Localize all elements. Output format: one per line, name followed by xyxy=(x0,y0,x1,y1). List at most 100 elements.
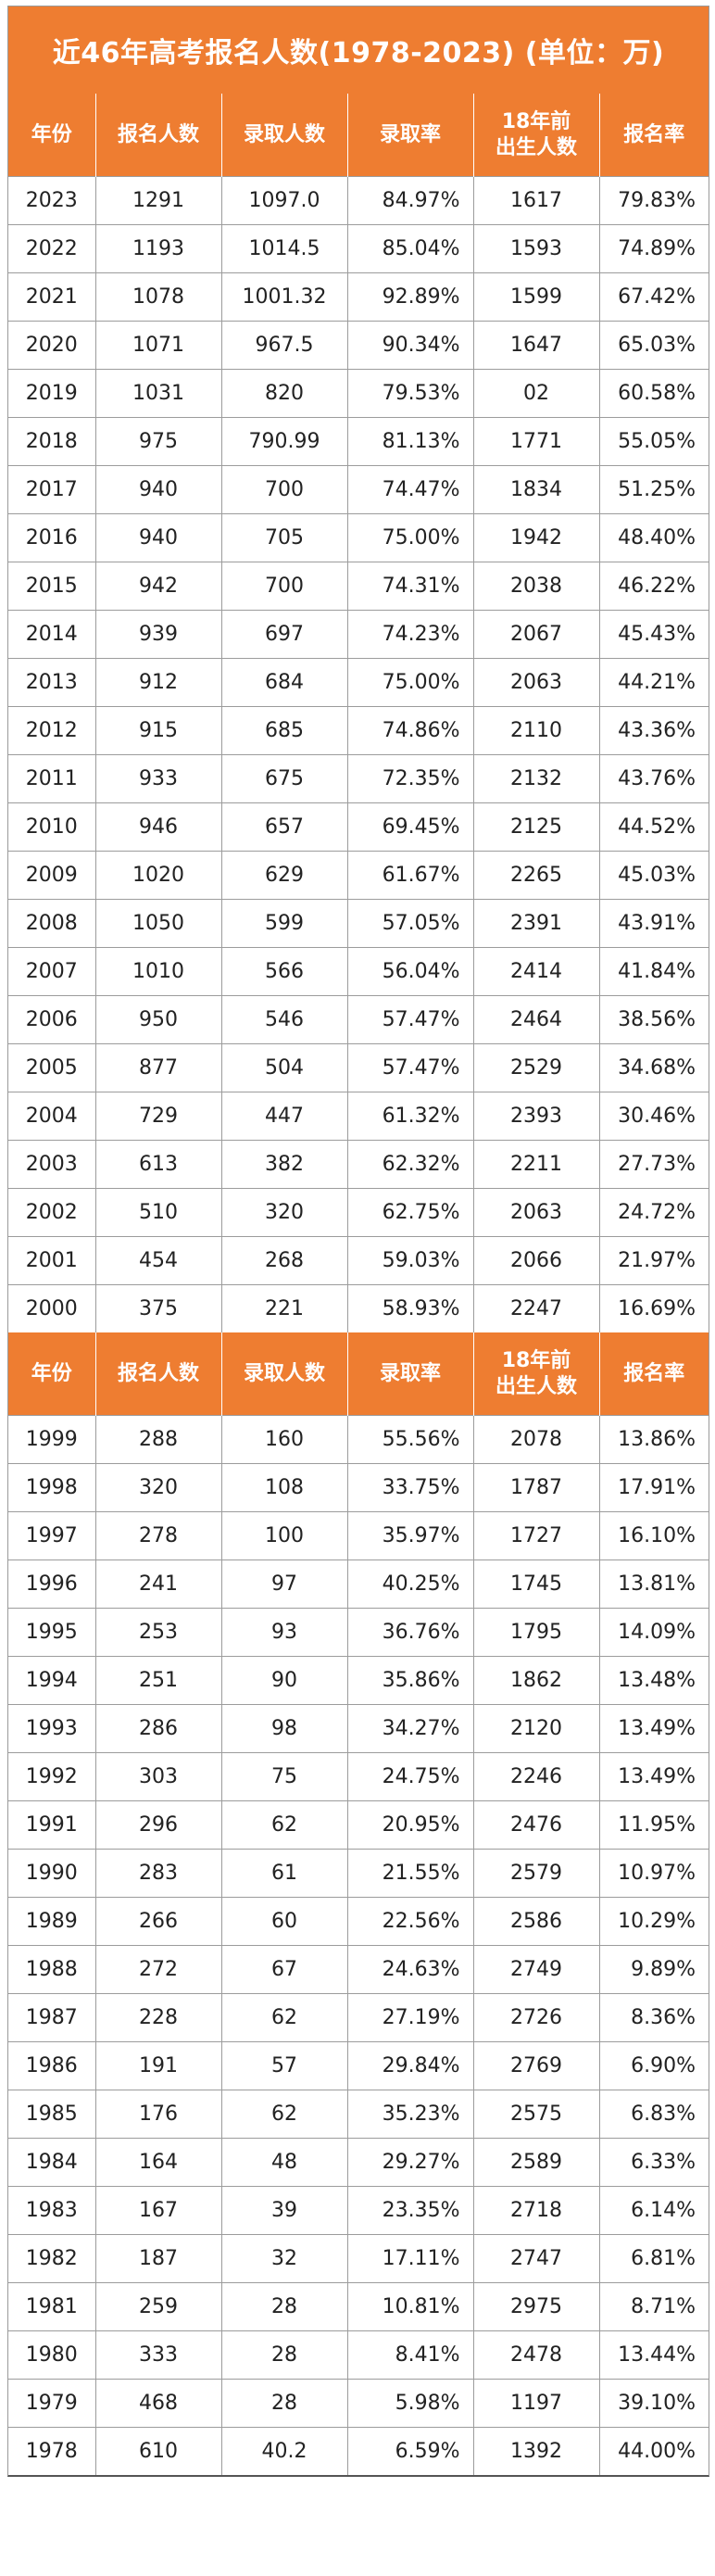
cell-application-rate: 13.49% xyxy=(598,1704,709,1753)
table-row: 1996 241 97 40.25% 1745 13.81% xyxy=(8,1559,709,1609)
table-row: 1982 187 32 17.11% 2747 6.81% xyxy=(8,2234,709,2283)
cell-admitted: 700 xyxy=(220,562,347,611)
header-admission-rate: 录取率 xyxy=(346,1332,473,1416)
cell-admission-rate: 27.19% xyxy=(346,1993,473,2042)
header-application-rate: 报名率 xyxy=(598,94,709,177)
header-births-line2: 出生人数 xyxy=(495,135,577,159)
cell-admission-rate: 5.98% xyxy=(346,2379,473,2428)
cell-application-rate: 60.58% xyxy=(598,369,709,418)
cell-application-rate: 14.09% xyxy=(598,1608,709,1657)
cell-births: 2391 xyxy=(472,899,599,948)
cell-admitted: 93 xyxy=(220,1608,347,1657)
cell-admission-rate: 84.97% xyxy=(346,176,473,225)
admissions-table: 年份 报名人数 录取人数 录取率 18年前 出生人数 报名率 2023 1291 1097.0 84… xyxy=(8,94,709,2475)
cell-admission-rate: 10.81% xyxy=(346,2282,473,2331)
table-row: 2007 1010 566 56.04% 2414 41.84% xyxy=(8,947,709,996)
cell-year: 2020 xyxy=(8,321,95,370)
table-row: 2011 933 675 72.35% 2132 43.76% xyxy=(8,754,709,803)
cell-application-rate: 41.84% xyxy=(598,947,709,996)
cell-births: 1599 xyxy=(472,272,599,322)
cell-application-rate: 67.42% xyxy=(598,272,709,322)
cell-births: 1392 xyxy=(472,2427,599,2475)
admissions-table-card: 近46年高考报名人数(1978-2023) (单位：万) 年份 报名人数 录取人数录… xyxy=(7,6,709,2477)
cell-application-rate: 44.21% xyxy=(598,658,709,707)
cell-admission-rate: 59.03% xyxy=(346,1236,473,1285)
table-row: 1989 266 60 22.56% 2586 10.29% xyxy=(8,1897,709,1946)
header-year: 年份 xyxy=(8,1332,95,1416)
cell-application-rate: 8.71% xyxy=(598,2282,709,2331)
cell-applicants: 283 xyxy=(94,1849,221,1898)
cell-year: 2016 xyxy=(8,513,95,562)
header-admitted: 录取人数 xyxy=(220,94,347,177)
table-row: 2014 939 697 74.23% 2067 45.43% xyxy=(8,610,709,659)
cell-applicants: 251 xyxy=(94,1656,221,1705)
cell-year: 2009 xyxy=(8,851,95,900)
cell-year: 1990 xyxy=(8,1849,95,1898)
cell-admitted: 268 xyxy=(220,1236,347,1285)
cell-applicants: 468 xyxy=(94,2379,221,2428)
cell-births: 2132 xyxy=(472,754,599,803)
cell-year: 2012 xyxy=(8,706,95,755)
cell-births: 1647 xyxy=(472,321,599,370)
cell-application-rate: 11.95% xyxy=(598,1800,709,1850)
table-row: 1978 610 40.2 6.59% 1392 44.00% xyxy=(8,2427,709,2475)
cell-births: 2120 xyxy=(472,1704,599,1753)
cell-admitted: 382 xyxy=(220,1140,347,1189)
cell-year: 1991 xyxy=(8,1800,95,1850)
table-row: 1984 164 48 29.27% 2589 6.33% xyxy=(8,2138,709,2187)
table-row: 2003 613 382 62.32% 2211 27.73% xyxy=(8,1140,709,1189)
cell-applicants: 228 xyxy=(94,1993,221,2042)
cell-admitted: 820 xyxy=(220,369,347,418)
cell-year: 2017 xyxy=(8,465,95,514)
cell-admission-rate: 85.04% xyxy=(346,224,473,273)
cell-births: 2066 xyxy=(472,1236,599,1285)
table-row: 2013 912 684 75.00% 2063 44.21% xyxy=(8,658,709,707)
cell-births: 2586 xyxy=(472,1897,599,1946)
cell-admitted: 546 xyxy=(220,995,347,1044)
header-births-line2: 出生人数 xyxy=(495,1374,577,1398)
cell-year: 1978 xyxy=(8,2427,95,2475)
cell-admission-rate: 92.89% xyxy=(346,272,473,322)
cell-applicants: 278 xyxy=(94,1511,221,1560)
cell-admission-rate: 22.56% xyxy=(346,1897,473,1946)
cell-year: 1980 xyxy=(8,2330,95,2380)
table-row: 2009 1020 629 61.67% 2265 45.03% xyxy=(8,851,709,900)
cell-applicants: 939 xyxy=(94,610,221,659)
cell-application-rate: 13.44% xyxy=(598,2330,709,2380)
cell-admission-rate: 74.86% xyxy=(346,706,473,755)
cell-admission-rate: 35.23% xyxy=(346,2090,473,2139)
cell-application-rate: 16.10% xyxy=(598,1511,709,1560)
cell-admission-rate: 24.63% xyxy=(346,1945,473,1994)
cell-admission-rate: 55.56% xyxy=(346,1415,473,1464)
table-row: 2019 1031 820 79.53% 02 60.58% xyxy=(8,369,709,418)
cell-year: 2018 xyxy=(8,417,95,466)
cell-admission-rate: 69.45% xyxy=(346,802,473,852)
cell-application-rate: 10.97% xyxy=(598,1849,709,1898)
header-applicants: 报名人数 xyxy=(94,94,221,177)
cell-admission-rate: 90.34% xyxy=(346,321,473,370)
cell-births: 2718 xyxy=(472,2186,599,2235)
cell-admission-rate: 79.53% xyxy=(346,369,473,418)
cell-application-rate: 6.33% xyxy=(598,2138,709,2187)
cell-admitted: 97 xyxy=(220,1559,347,1609)
cell-admitted: 61 xyxy=(220,1849,347,1898)
cell-application-rate: 65.03% xyxy=(598,321,709,370)
table-row: 2001 454 268 59.03% 2066 21.97% xyxy=(8,1236,709,1285)
cell-application-rate: 6.14% xyxy=(598,2186,709,2235)
cell-admission-rate: 61.67% xyxy=(346,851,473,900)
cell-births: 2478 xyxy=(472,2330,599,2380)
cell-application-rate: 13.81% xyxy=(598,1559,709,1609)
cell-admitted: 90 xyxy=(220,1656,347,1705)
table-row: 1993 286 98 34.27% 2120 13.49% xyxy=(8,1704,709,1753)
cell-births: 2589 xyxy=(472,2138,599,2187)
cell-application-rate: 6.83% xyxy=(598,2090,709,2139)
cell-admitted: 62 xyxy=(220,1993,347,2042)
cell-year: 2000 xyxy=(8,1284,95,1332)
cell-application-rate: 6.90% xyxy=(598,2041,709,2090)
header-admitted: 录取人数 xyxy=(220,1332,347,1416)
cell-year: 2005 xyxy=(8,1043,95,1092)
header-application-rate: 报名率 xyxy=(598,1332,709,1416)
cell-applicants: 1071 xyxy=(94,321,221,370)
cell-admitted: 705 xyxy=(220,513,347,562)
cell-year: 1979 xyxy=(8,2379,95,2428)
